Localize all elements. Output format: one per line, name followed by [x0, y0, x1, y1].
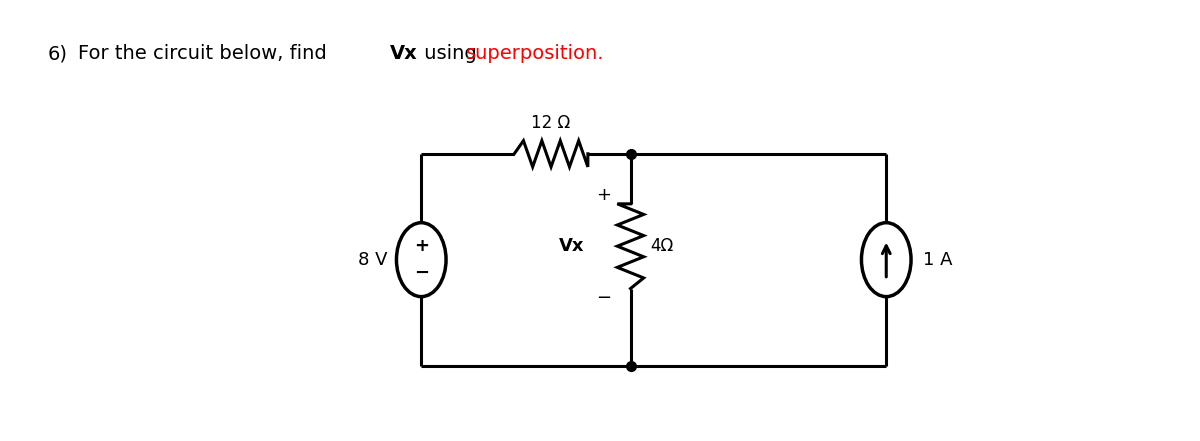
Text: 12 Ω: 12 Ω: [532, 114, 571, 132]
Text: +: +: [414, 237, 428, 255]
Text: +: +: [596, 186, 611, 204]
Text: using: using: [418, 44, 482, 63]
Text: −: −: [414, 264, 428, 282]
Text: 8 V: 8 V: [358, 250, 388, 269]
Text: Vx: Vx: [558, 237, 584, 255]
Text: superposition.: superposition.: [466, 44, 604, 63]
Text: 1 A: 1 A: [923, 250, 952, 269]
Text: −: −: [596, 289, 611, 307]
Text: For the circuit below, find: For the circuit below, find: [78, 44, 334, 63]
Text: 6): 6): [48, 44, 68, 63]
Text: 4Ω: 4Ω: [650, 237, 673, 255]
Text: Vx: Vx: [390, 44, 418, 63]
